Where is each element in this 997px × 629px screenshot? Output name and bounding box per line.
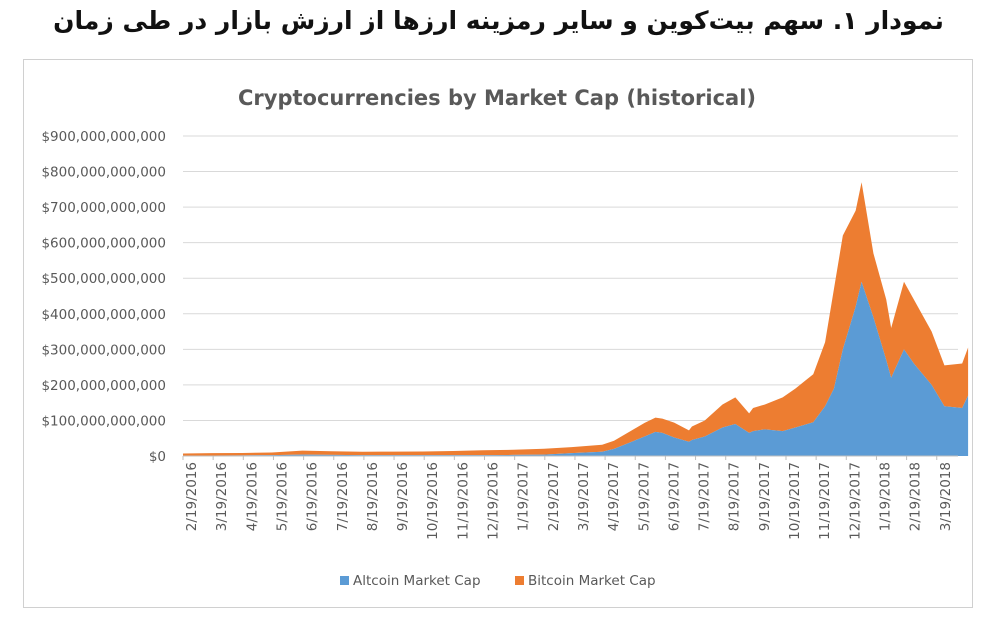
series-area-altcoin: [183, 281, 969, 456]
chart-title: Cryptocurrencies by Market Cap (historic…: [238, 86, 756, 110]
x-tick-label: 2/19/2018: [908, 462, 924, 531]
legend-swatch-altcoin: [340, 576, 349, 585]
y-tick-label: $100,000,000,000: [41, 413, 166, 429]
x-tick-label: 8/19/2017: [727, 462, 743, 531]
x-tick-label: 7/19/2016: [335, 462, 351, 531]
x-tick-label: 6/19/2017: [666, 462, 682, 531]
y-tick-label: $700,000,000,000: [41, 200, 166, 216]
y-tick-label: $400,000,000,000: [41, 307, 166, 323]
x-tick-label: 7/19/2017: [697, 462, 713, 531]
y-tick-label: $800,000,000,000: [41, 165, 166, 181]
y-tick-label: $500,000,000,000: [41, 271, 166, 287]
y-tick-label: $900,000,000,000: [41, 129, 166, 145]
x-tick-label: 2/19/2017: [546, 462, 562, 531]
x-tick-label: 6/19/2016: [305, 462, 321, 531]
x-tick-label: 8/19/2016: [365, 462, 381, 531]
x-tick-label: 12/19/2017: [847, 462, 863, 540]
x-tick-label: 12/19/2016: [486, 462, 502, 540]
plot-area: [183, 182, 969, 456]
x-tick-label: 3/19/2018: [938, 462, 954, 531]
x-tick-label: 5/19/2017: [636, 462, 652, 531]
legend-label-altcoin: Altcoin Market Cap: [353, 573, 481, 589]
x-tick-label: 11/19/2016: [455, 462, 471, 540]
x-tick-label: 3/19/2017: [576, 462, 592, 531]
x-tick-label: 4/19/2017: [606, 462, 622, 531]
y-tick-label: $300,000,000,000: [41, 342, 166, 358]
figure-caption: نمودار ۱. سهم بیت‌کوین و سایر رمزینه ارز…: [53, 6, 944, 35]
x-tick-label: 3/19/2016: [214, 462, 230, 531]
x-tick-label: 10/19/2017: [787, 462, 803, 540]
y-tick-label: $0: [149, 449, 166, 465]
x-tick-label: 4/19/2016: [244, 462, 260, 531]
x-tick-label: 11/19/2017: [817, 462, 833, 540]
y-axis: $0 $100,000,000,000 $200,000,000,000 $300,0…: [41, 129, 166, 465]
x-tick-label: 1/19/2017: [516, 462, 532, 531]
legend-swatch-bitcoin: [515, 576, 524, 585]
x-tick-label: 9/19/2017: [757, 462, 773, 531]
y-tick-label: $600,000,000,000: [41, 236, 166, 252]
legend: Altcoin Market Cap Bitcoin Market Cap: [340, 573, 656, 589]
x-axis: 2/19/2016 3/19/2016 4/19/2016 5/19/2016 6/19…: [182, 455, 958, 540]
x-tick-label: 10/19/2016: [425, 462, 441, 540]
x-tick-label: 5/19/2016: [274, 462, 290, 531]
x-tick-label: 2/19/2016: [184, 462, 200, 531]
y-tick-label: $200,000,000,000: [41, 378, 166, 394]
x-tick-label: 1/19/2018: [877, 462, 893, 531]
legend-label-bitcoin: Bitcoin Market Cap: [528, 573, 656, 589]
x-tick-label: 9/19/2016: [395, 462, 411, 531]
chart-frame: [23, 59, 973, 608]
